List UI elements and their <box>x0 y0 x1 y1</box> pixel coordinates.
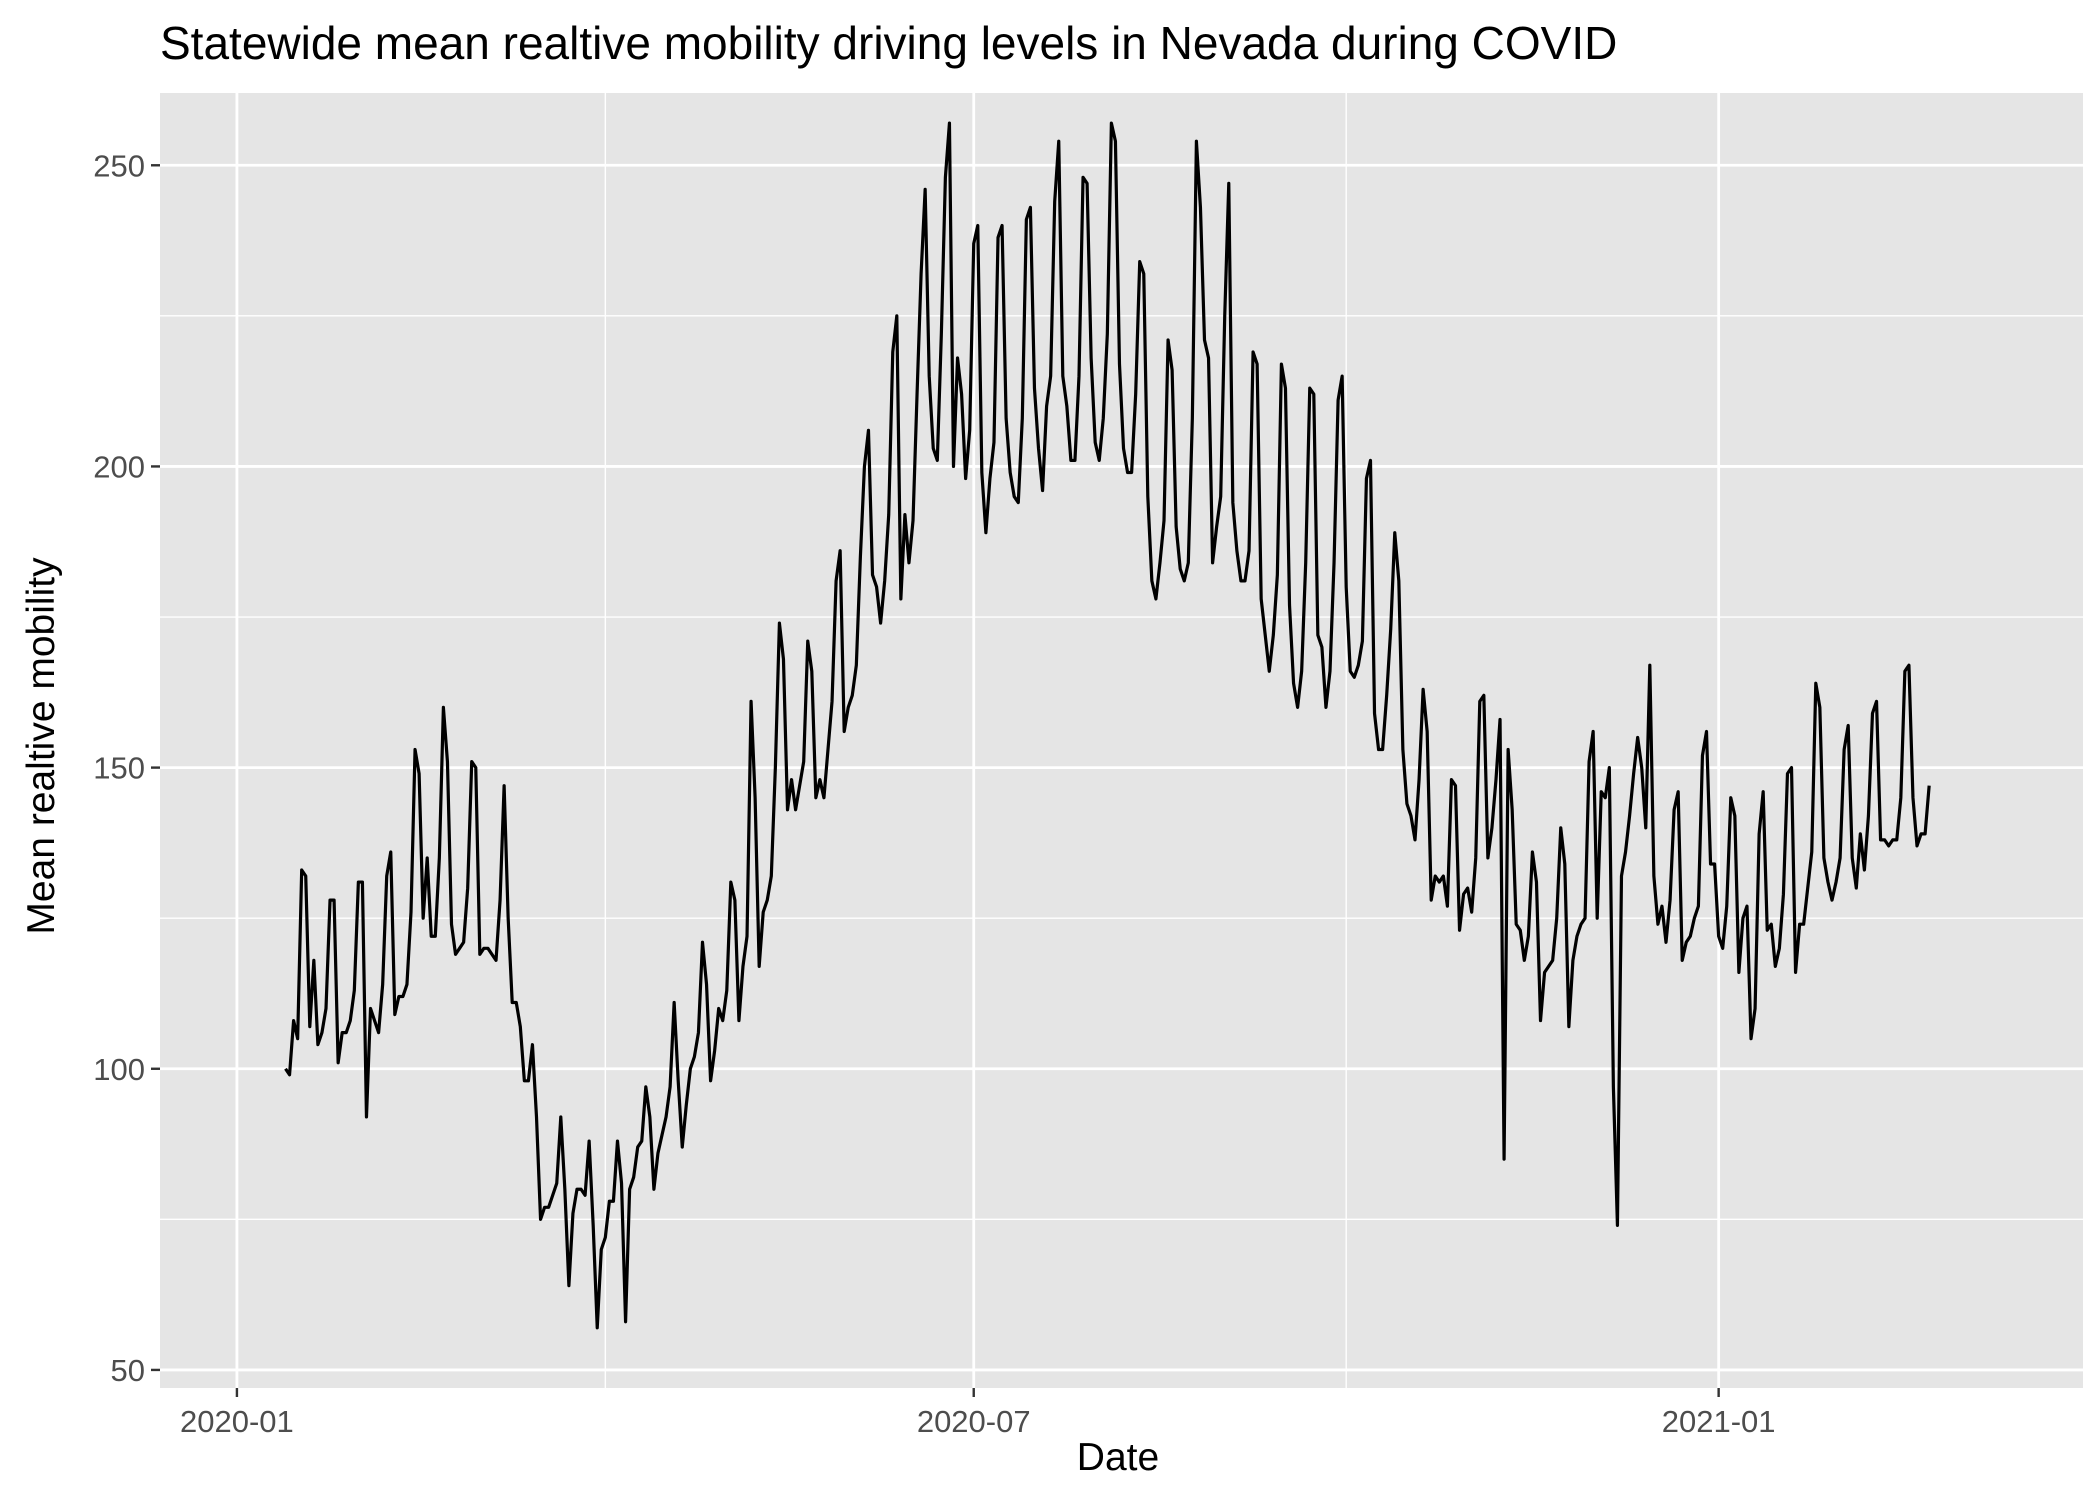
y-axis-title: Mean realtive mobility <box>20 557 63 935</box>
plot-panel <box>160 93 2083 1388</box>
y-tick-label: 100 <box>93 1052 145 1087</box>
x-axis: 2020-01 2020-07 2021-01 <box>180 1388 1776 1439</box>
series-line <box>284 121 1931 1330</box>
major-gridlines <box>160 93 2083 1388</box>
chart-title: Statewide mean realtive mobility driving… <box>160 17 1617 69</box>
y-axis: 50 100 150 200 250 <box>93 148 160 1388</box>
y-tick-label: 200 <box>93 449 145 484</box>
x-axis-title: Date <box>1077 1436 1159 1479</box>
y-tick-label: 250 <box>93 148 145 183</box>
x-tick-label: 2021-01 <box>1662 1404 1776 1439</box>
y-tick-label: 50 <box>111 1353 145 1388</box>
x-tick-label: 2020-07 <box>917 1404 1031 1439</box>
y-tick-label: 150 <box>93 751 145 786</box>
x-tick-label: 2020-01 <box>180 1404 294 1439</box>
